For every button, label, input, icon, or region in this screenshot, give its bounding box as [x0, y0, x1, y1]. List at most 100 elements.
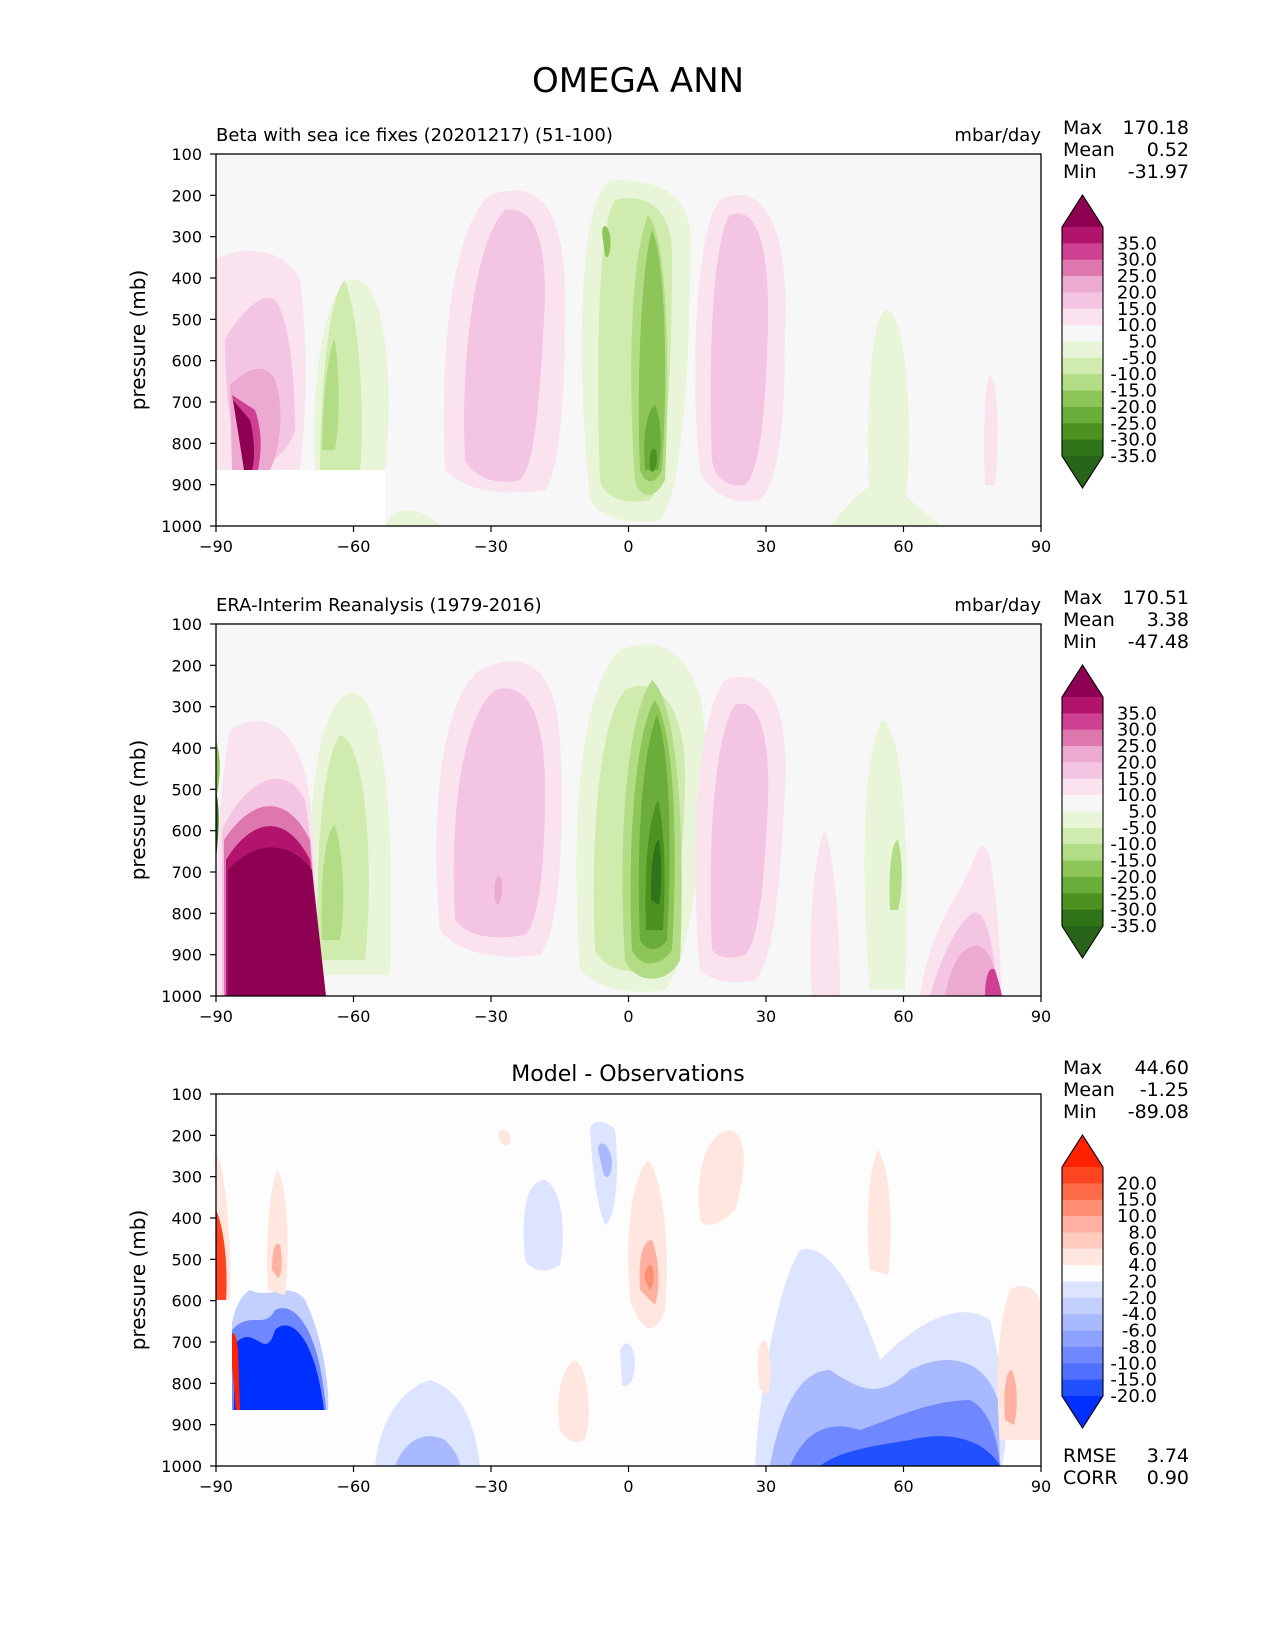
y-tick-label: 100 [171, 1085, 202, 1104]
colorbar-extend-max [1062, 195, 1103, 227]
x-tick-label: 0 [623, 537, 633, 556]
contour-field [216, 154, 1041, 526]
panel-difference: Model - Observations [126, 1057, 1189, 1496]
colorbar-bin [1062, 1281, 1103, 1299]
stat-value: 3.74 [1147, 1445, 1189, 1467]
contour-field [216, 624, 1041, 996]
figure-title: OMEGA ANN [532, 61, 744, 101]
colorbar-label: 2.0 [1128, 1272, 1157, 1293]
x-tick-label: 60 [893, 1007, 913, 1026]
colorbar-label: -15.0 [1110, 381, 1157, 402]
stat-label: Max [1063, 1057, 1102, 1079]
y-axis-label: pressure (mb) [126, 740, 150, 881]
colorbar-extend-min [1062, 1396, 1103, 1428]
y-tick-label: 400 [171, 269, 202, 288]
colorbar-label: -30.0 [1110, 900, 1157, 921]
colorbar-bin [1062, 1199, 1103, 1217]
y-tick-label: 200 [171, 186, 202, 205]
colorbar-bin [1062, 746, 1103, 763]
x-tick-label: −60 [337, 537, 371, 556]
y-tick-label: 1000 [161, 517, 202, 536]
panel-test: Beta with sea ice fixes (20201217) (51-1… [126, 117, 1189, 556]
y-tick-label: 200 [171, 656, 202, 675]
colorbar-bin [1062, 1232, 1103, 1250]
colorbar: 20.015.010.08.06.04.02.0-2.0-4.0-6.0-8.0… [1061, 1133, 1157, 1430]
y-tick-label: 600 [171, 352, 202, 371]
stat-value: 0.52 [1147, 139, 1189, 161]
colorbar-bin [1062, 778, 1103, 796]
colorbar-label: -25.0 [1110, 413, 1157, 434]
y-axis-label: pressure (mb) [126, 270, 150, 411]
x-tick-label: −30 [474, 1477, 508, 1496]
colorbar-bin [1062, 357, 1103, 375]
colorbar-bin [1062, 1167, 1103, 1184]
colorbar-label: -35.0 [1110, 916, 1157, 937]
stat-label: Min [1063, 631, 1097, 653]
colorbar-bin [1062, 227, 1103, 244]
colorbar-label: 30.0 [1117, 720, 1157, 741]
colorbar-bin [1062, 374, 1103, 391]
y-tick-label: 700 [171, 393, 202, 412]
colorbar-bin [1062, 259, 1103, 277]
colorbar-extend-min [1062, 926, 1103, 958]
y-tick-label: 900 [171, 946, 202, 965]
colorbar-bin [1062, 1330, 1103, 1348]
x-tick-label: 90 [1031, 1477, 1051, 1496]
colorbar-label: -8.0 [1122, 1337, 1157, 1358]
colorbar-label: -10.0 [1110, 364, 1157, 385]
stat-label: Min [1063, 161, 1097, 183]
colorbar-bin [1062, 1379, 1103, 1397]
colorbar-label: 10.0 [1117, 785, 1157, 806]
y-tick-label: 100 [171, 615, 202, 634]
colorbar-label: -2.0 [1122, 1288, 1157, 1309]
colorbar-bin [1062, 276, 1103, 293]
stat-label: Mean [1063, 609, 1115, 631]
colorbar-label: -15.0 [1110, 1370, 1157, 1391]
colorbar-bin [1062, 844, 1103, 861]
colorbar-label: -10.0 [1110, 1353, 1157, 1374]
colorbar-bin [1062, 390, 1103, 408]
colorbar-bin [1062, 423, 1103, 441]
x-tick-label: −90 [199, 1477, 233, 1496]
colorbar-label: 30.0 [1117, 250, 1157, 271]
colorbar-bin [1062, 713, 1103, 731]
colorbar-label: -4.0 [1122, 1304, 1157, 1325]
x-tick-label: 30 [756, 537, 776, 556]
colorbar-bin [1062, 308, 1103, 326]
colorbar: 35.030.025.020.015.010.05.0-5.0-10.0-15.… [1061, 193, 1157, 490]
y-tick-label: 1000 [161, 987, 202, 1006]
colorbar-label: 15.0 [1117, 769, 1157, 790]
y-tick-label: 200 [171, 1126, 202, 1145]
y-tick-label: 1000 [161, 1457, 202, 1476]
y-tick-label: 900 [171, 476, 202, 495]
colorbar-bin [1062, 1248, 1103, 1266]
colorbar-outline [1061, 663, 1104, 960]
colorbar-outline [1061, 1133, 1104, 1430]
stat-label: Mean [1063, 139, 1115, 161]
colorbar-outline [1061, 193, 1104, 490]
y-tick-label: 500 [171, 780, 202, 799]
colorbar-label: 5.0 [1128, 332, 1157, 353]
colorbar-bin [1062, 1183, 1103, 1201]
colorbar-label: -25.0 [1110, 883, 1157, 904]
colorbar-label: 5.0 [1128, 802, 1157, 823]
colorbar-label: -15.0 [1110, 851, 1157, 872]
colorbar-bin [1062, 860, 1103, 878]
stat-value: 44.60 [1135, 1057, 1189, 1079]
colorbar-bin [1062, 762, 1103, 780]
x-tick-label: 0 [623, 1007, 633, 1026]
contour-field [216, 1094, 1041, 1466]
colorbar-label: 20.0 [1117, 752, 1157, 773]
colorbar-label: -6.0 [1122, 1321, 1157, 1342]
panel-title: ERA-Interim Reanalysis (1979-2016) [216, 595, 542, 616]
colorbar-bin [1062, 1265, 1103, 1282]
colorbar-label: -20.0 [1110, 867, 1157, 888]
colorbar-label: -10.0 [1110, 834, 1157, 855]
y-tick-label: 500 [171, 1250, 202, 1269]
x-tick-label: −60 [337, 1007, 371, 1026]
x-tick-label: 60 [893, 537, 913, 556]
y-tick-label: 800 [171, 434, 202, 453]
colorbar-label: 4.0 [1128, 1255, 1157, 1276]
stat-value: 3.38 [1147, 609, 1189, 631]
x-tick-label: −90 [199, 1007, 233, 1026]
